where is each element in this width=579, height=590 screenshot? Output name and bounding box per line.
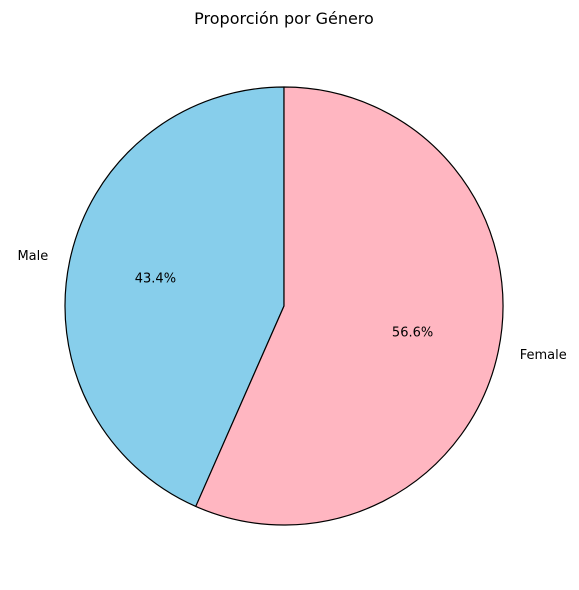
pie-labels: Male 43.4% Female 56.6%: [17, 249, 566, 363]
chart-title: Proporción por Género: [194, 9, 374, 28]
pie-slice-male: [64, 86, 285, 508]
slice-label-male: Male: [17, 249, 48, 264]
pie-slice-female: [195, 86, 504, 526]
slice-label-female: Female: [520, 348, 567, 363]
pie-slices: [64, 86, 504, 526]
slice-percent-female: 56.6%: [392, 326, 433, 341]
slice-percent-male: 43.4%: [135, 271, 176, 286]
